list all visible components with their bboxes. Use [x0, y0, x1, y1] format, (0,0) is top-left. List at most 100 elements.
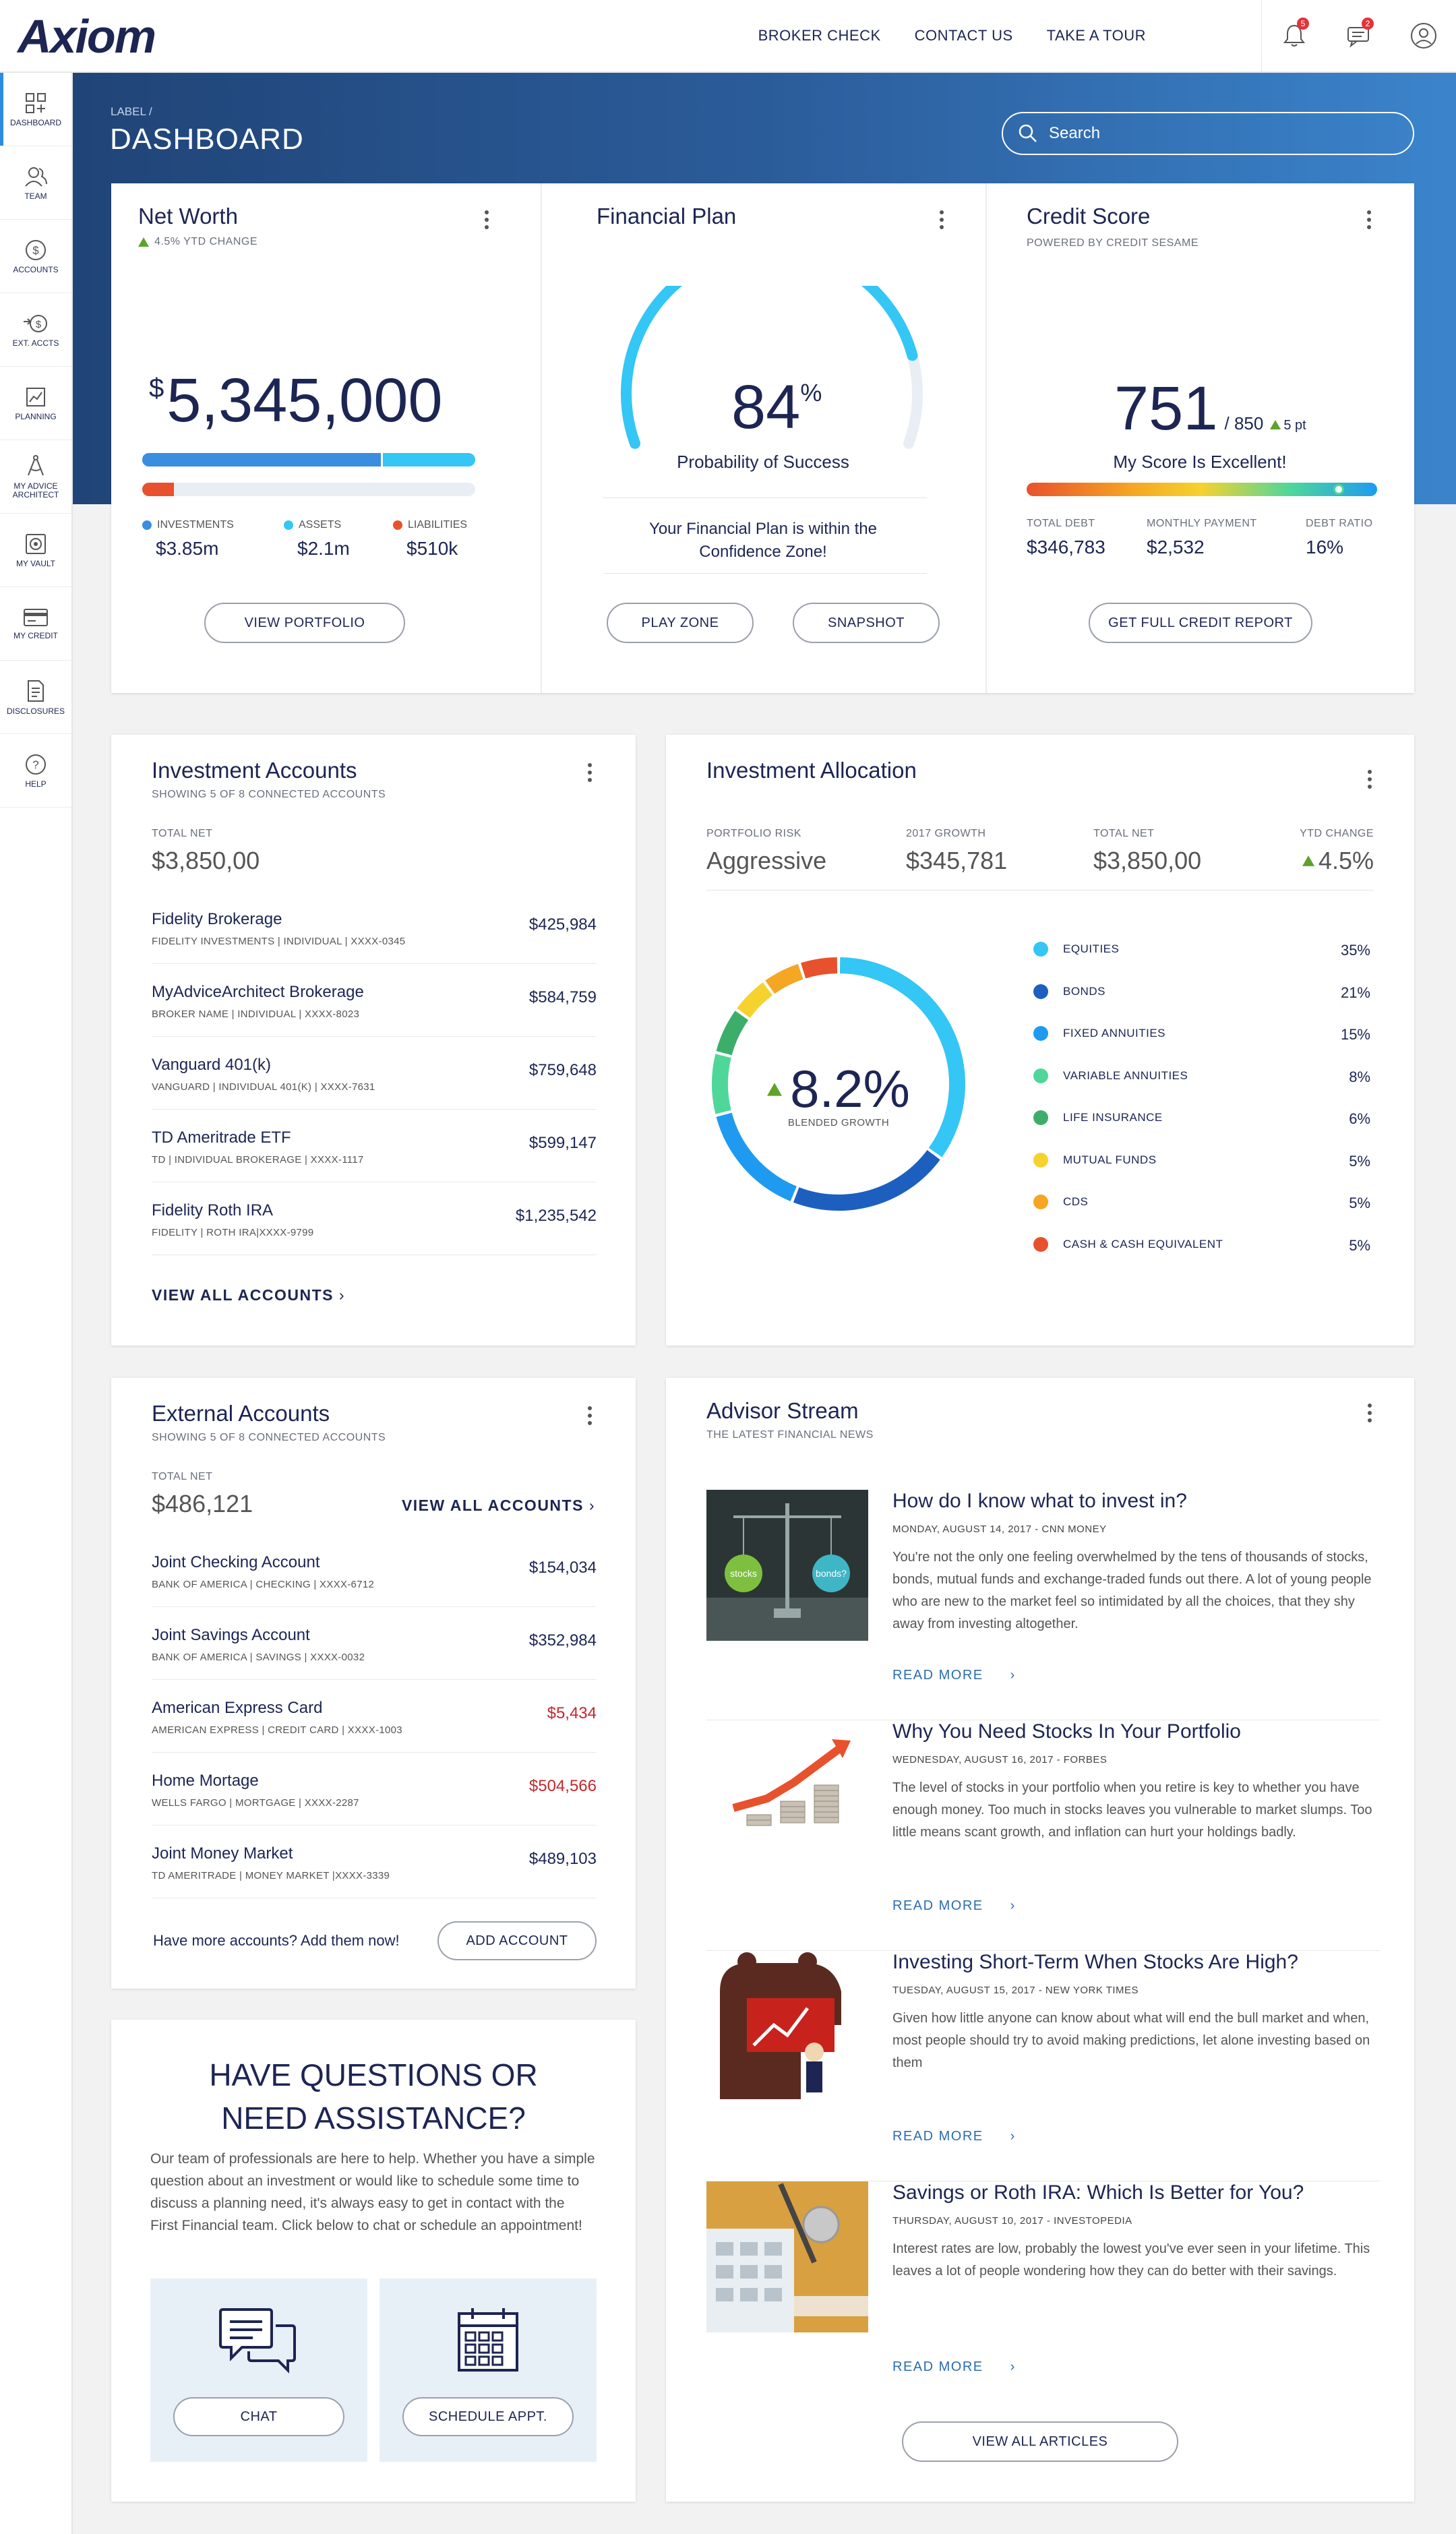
messages-button[interactable]: 2	[1327, 0, 1391, 71]
sidebar-item-dashboard[interactable]: DASHBOARD	[0, 73, 71, 146]
account-row[interactable]: Joint Money Market TD AMERITRADE | MONEY…	[152, 1826, 597, 1898]
get-credit-report-button[interactable]: GET FULL CREDIT REPORT	[1089, 603, 1312, 643]
plan-divider	[603, 573, 927, 574]
allocation-legend-row[interactable]: VARIABLE ANNUITIES 8%	[1033, 1057, 1370, 1099]
account-row[interactable]: TD Ameritrade ETF TD | INDIVIDUAL BROKER…	[152, 1110, 597, 1182]
article-title[interactable]: Savings or Roth IRA: Which Is Better for…	[892, 2181, 1304, 2204]
profile-button[interactable]	[1391, 0, 1456, 71]
external-accounts-menu-button[interactable]	[583, 1404, 597, 1428]
view-all-external-accounts-link[interactable]: VIEW ALL ACCOUNTS ›	[402, 1497, 595, 1515]
credit-stat-label: MONTHLY PAYMENT	[1147, 518, 1257, 529]
account-row[interactable]: Joint Checking Account BANK OF AMERICA |…	[152, 1534, 597, 1607]
sidebar-label: MY ADVICE ARCHITECT	[12, 481, 59, 500]
donut-slice-life-insurance[interactable]	[716, 1010, 749, 1056]
sidebar-item-vault[interactable]: MY VAULT	[0, 514, 71, 587]
news-article: Savings or Roth IRA: Which Is Better for…	[706, 2181, 1381, 2412]
donut-slice-cds[interactable]	[765, 963, 803, 994]
account-row[interactable]: Joint Savings Account BANK OF AMERICA | …	[152, 1607, 597, 1680]
account-amount: $599,147	[528, 1134, 597, 1152]
read-more-link[interactable]: READ MORE ›	[892, 1898, 1016, 1914]
play-zone-button[interactable]: PLAY ZONE	[607, 603, 754, 643]
allocation-legend-row[interactable]: CDS 5%	[1033, 1183, 1370, 1225]
account-amount: $584,759	[528, 988, 597, 1006]
allocation-legend-row[interactable]: EQUITIES 35%	[1033, 930, 1370, 972]
donut-slice-bonds[interactable]	[793, 1149, 940, 1211]
view-all-articles-button[interactable]: VIEW ALL ARTICLES	[902, 2421, 1178, 2462]
help-icon: ?	[26, 754, 46, 775]
donut-slice-equities[interactable]	[839, 957, 965, 1157]
read-more-link[interactable]: READ MORE ›	[892, 2359, 1016, 2375]
investment-accounts-menu-button[interactable]	[583, 760, 597, 785]
legend-dot	[1033, 1195, 1048, 1209]
sidebar-item-credit[interactable]: MY CREDIT	[0, 587, 71, 661]
axiom-logo[interactable]: Axiom	[18, 10, 156, 63]
account-name: Vanguard 401(k)	[152, 1056, 271, 1074]
legend-label: LIFE INSURANCE	[1063, 1111, 1163, 1124]
legend-label: FIXED ANNUITIES	[1063, 1027, 1166, 1039]
donut-slice-cash-cash-equivalent[interactable]	[801, 957, 838, 979]
credit-score-menu-button[interactable]	[1362, 208, 1376, 232]
ytd-change-text: 4.5% YTD CHANGE	[154, 236, 258, 247]
read-more-link[interactable]: READ MORE ›	[892, 1668, 1016, 1683]
notifications-button[interactable]: 5	[1262, 0, 1327, 71]
snapshot-button[interactable]: SNAPSHOT	[793, 603, 940, 643]
advisor-stream-menu-button[interactable]	[1363, 1401, 1376, 1425]
blended-growth-label: BLENDED GROWTH	[787, 1117, 890, 1128]
account-row[interactable]: Home Mortage WELLS FARGO | MORTGAGE | XX…	[152, 1753, 597, 1826]
read-more-link[interactable]: READ MORE ›	[892, 2129, 1016, 2144]
article-image[interactable]	[706, 2181, 868, 2332]
chat-button[interactable]: CHAT	[173, 2397, 344, 2436]
account-row[interactable]: American Express Card AMERICAN EXPRESS |…	[152, 1680, 597, 1753]
sidebar-item-accounts[interactable]: $ ACCOUNTS	[0, 220, 71, 293]
article-image[interactable]: stocks bonds?	[706, 1490, 868, 1641]
add-account-button[interactable]: ADD ACCOUNT	[437, 1921, 597, 1960]
article-title[interactable]: Why You Need Stocks In Your Portfolio	[892, 1720, 1241, 1743]
allocation-legend-row[interactable]: LIFE INSURANCE 6%	[1033, 1099, 1370, 1141]
allocation-legend-row[interactable]: BONDS 21%	[1033, 973, 1370, 1015]
schedule-appointment-button[interactable]: SCHEDULE APPT.	[402, 2397, 574, 2436]
view-all-investment-accounts-link[interactable]: VIEW ALL ACCOUNTS ›	[152, 1286, 345, 1304]
legend-value: 5%	[1349, 1236, 1370, 1254]
account-row[interactable]: Fidelity Roth IRA FIDELITY | ROTH IRA|XX…	[152, 1182, 597, 1255]
allocation-legend-row[interactable]: MUTUAL FUNDS 5%	[1033, 1141, 1370, 1183]
allocation-stat-label: 2017 GROWTH	[906, 828, 986, 839]
broker-check-link[interactable]: BROKER CHECK	[758, 27, 881, 44]
article-title[interactable]: Investing Short-Term When Stocks Are Hig…	[892, 1951, 1298, 1973]
donut-slice-fixed-annuities[interactable]	[716, 1112, 797, 1201]
allocation-legend-row[interactable]: FIXED ANNUITIES 15%	[1033, 1015, 1370, 1056]
sidebar-item-help[interactable]: ? HELP	[0, 734, 71, 808]
sidebar-item-disclosures[interactable]: DISCLOSURES	[0, 661, 71, 734]
article-title[interactable]: How do I know what to invest in?	[892, 1490, 1187, 1512]
total-net-value: $486,121	[152, 1490, 253, 1517]
account-row[interactable]: Fidelity Brokerage FIDELITY INVESTMENTS …	[152, 891, 597, 964]
account-row[interactable]: Vanguard 401(k) VANGUARD | INDIVIDUAL 40…	[152, 1037, 597, 1110]
contact-us-link[interactable]: CONTACT US	[914, 27, 1013, 44]
article-image[interactable]	[706, 1951, 868, 2102]
help-title-line: NEED ASSISTANCE?	[221, 2101, 526, 2136]
sidebar-item-team[interactable]: TEAM	[0, 146, 71, 220]
sidebar-item-planning[interactable]: PLANNING	[0, 367, 71, 440]
account-amount: $759,648	[528, 1061, 597, 1079]
donut-slice-mutual-funds[interactable]	[737, 982, 773, 1019]
search-box[interactable]	[1002, 112, 1414, 155]
breadcrumb[interactable]: LABEL /	[111, 105, 152, 118]
account-row[interactable]: MyAdviceArchitect Brokerage BROKER NAME …	[152, 964, 597, 1037]
gauge-fill	[621, 286, 918, 449]
article-image[interactable]	[706, 1720, 868, 1871]
net-worth-menu-button[interactable]	[480, 208, 493, 232]
investment-accounts-subtitle: SHOWING 5 OF 8 CONNECTED ACCOUNTS	[152, 789, 386, 800]
donut-slice-variable-annuities[interactable]	[712, 1054, 731, 1114]
financial-plan-menu-button[interactable]	[935, 208, 948, 232]
svg-text:$: $	[32, 244, 39, 257]
sidebar-item-ext-accts[interactable]: $ EXT. ACCTS	[0, 293, 71, 367]
investment-allocation-menu-button[interactable]	[1363, 767, 1376, 791]
planning-icon	[26, 387, 45, 406]
view-portfolio-button[interactable]: VIEW PORTFOLIO	[204, 603, 405, 643]
allocation-legend-row[interactable]: CASH & CASH EQUIVALENT 5%	[1033, 1226, 1370, 1267]
take-tour-link[interactable]: TAKE A TOUR	[1046, 27, 1146, 44]
search-input[interactable]	[1049, 124, 1386, 143]
account-meta: VANGUARD | INDIVIDUAL 401(K) | XXXX-7631	[152, 1081, 375, 1093]
sidebar-label: HELP	[25, 779, 47, 789]
sidebar-item-advice-architect[interactable]: MY ADVICE ARCHITECT	[0, 440, 71, 514]
legend-value: 5%	[1349, 1195, 1370, 1211]
